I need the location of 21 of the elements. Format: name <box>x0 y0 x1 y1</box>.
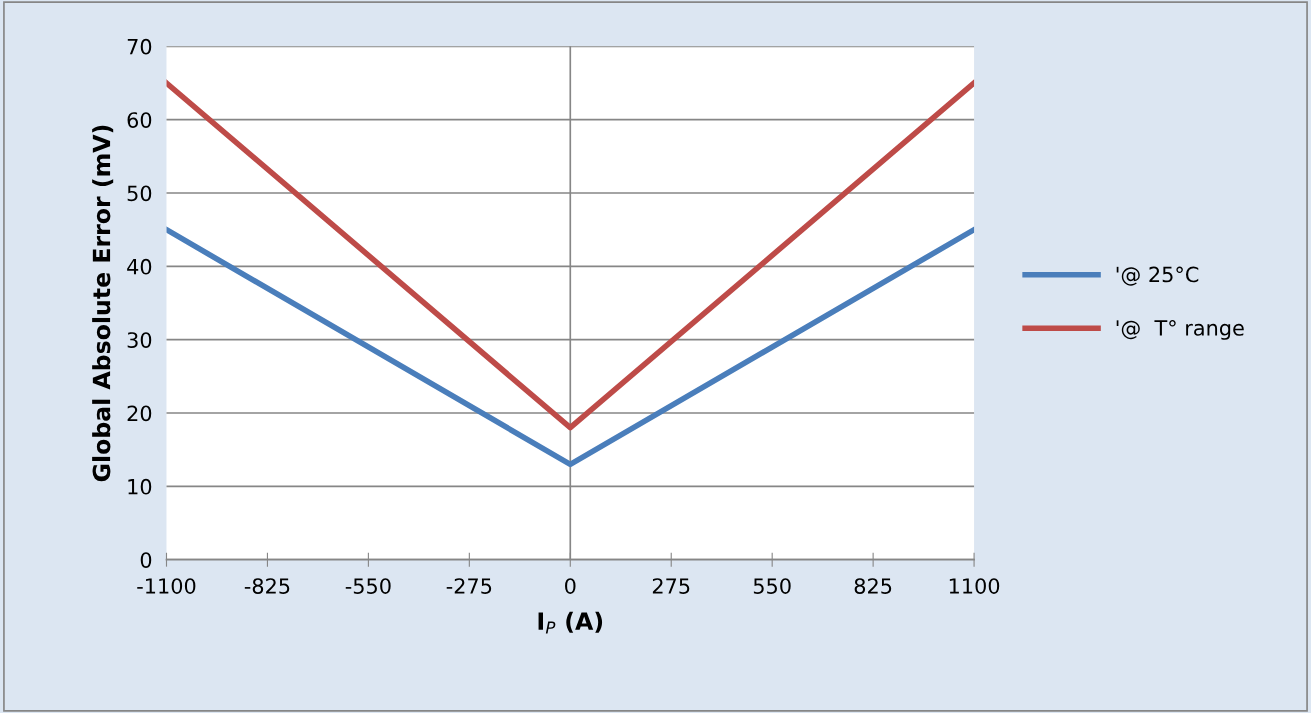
y-tick-label: 0 <box>140 552 152 568</box>
x-tick-label: -1100 <box>137 578 196 594</box>
x-tick-label: -550 <box>345 578 391 594</box>
x-tick-label: -275 <box>446 578 492 594</box>
x-tick-label: 1100 <box>949 578 1000 594</box>
x-tick-label: 0 <box>565 578 576 594</box>
y-tick-label: 40 <box>127 258 152 275</box>
legend-label: '@ 25°C <box>1116 266 1199 286</box>
y-tick-label: 20 <box>127 405 152 422</box>
x-tick-label: 275 <box>652 578 690 594</box>
y-tick-label: 10 <box>128 478 152 495</box>
x-tick-label: -825 <box>244 578 290 594</box>
x-tick-label: 825 <box>854 578 892 594</box>
y-tick-label: 50 <box>127 185 152 202</box>
y-tick-label: 70 <box>127 38 152 55</box>
y-tick-label: 60 <box>127 112 152 128</box>
y-tick-label: 30 <box>127 332 152 348</box>
legend-label: '@ T° range <box>1116 320 1244 340</box>
x-axis-title: I$_{P}$ (A) <box>538 611 603 634</box>
y-axis-title: Global Absolute Error (mV) <box>92 125 114 482</box>
x-tick-label: 550 <box>753 578 791 594</box>
